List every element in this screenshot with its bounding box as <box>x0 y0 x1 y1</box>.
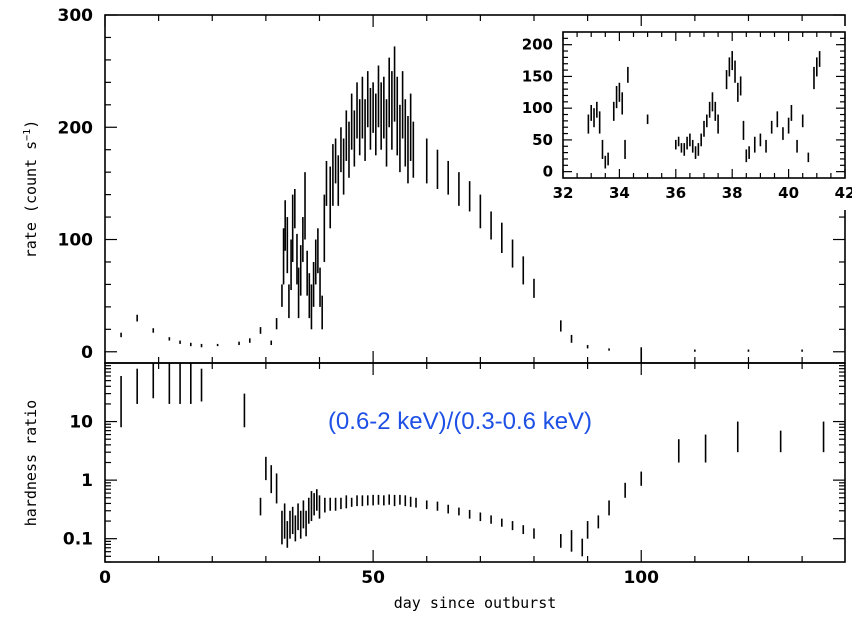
inset-y-tick-label: 0 <box>543 163 553 181</box>
rate-y-tick-label: 0 <box>81 343 93 363</box>
x-tick-label: 50 <box>361 568 385 588</box>
rate-y-tick-label: 300 <box>58 6 94 26</box>
band-annotation: (0.6-2 keV)/(0.3-0.6 keV) <box>328 408 592 435</box>
inset-x-tick-label: 36 <box>665 184 686 202</box>
rate-y-label-sup: −1 <box>22 129 33 141</box>
x-axis-label: day since outburst <box>394 594 557 612</box>
hardness-y-tick-label: 10 <box>69 413 93 433</box>
inset-background <box>557 26 851 210</box>
inset-y-tick-label: 100 <box>522 99 553 117</box>
hardness-y-tick-label: 1 <box>81 471 93 491</box>
rate-y-tick-label: 100 <box>58 231 94 251</box>
inset-x-tick-label: 32 <box>553 184 574 202</box>
rate-y-tick-label: 200 <box>58 118 94 138</box>
inset-x-tick-label: 40 <box>778 184 799 202</box>
x-tick-label: 0 <box>99 568 111 588</box>
inset-y-tick-label: 150 <box>522 67 553 85</box>
rate-y-label-close: ) <box>22 120 40 129</box>
inset-x-tick-label: 42 <box>835 184 852 202</box>
rate-y-axis-label: rate (count s−1) <box>22 120 40 258</box>
hardness-y-tick-label: 0.1 <box>63 530 93 550</box>
inset-y-tick-label: 200 <box>522 36 553 54</box>
rate-y-label-main: rate (count s <box>22 141 40 258</box>
x-tick-label: 100 <box>623 568 659 588</box>
inset-x-tick-label: 34 <box>609 184 630 202</box>
hardness-panel-frame <box>104 362 846 563</box>
inset-y-tick-label: 50 <box>532 131 553 149</box>
hardness-y-axis-label: hardness ratio <box>22 400 40 526</box>
inset-x-tick-label: 38 <box>722 184 743 202</box>
